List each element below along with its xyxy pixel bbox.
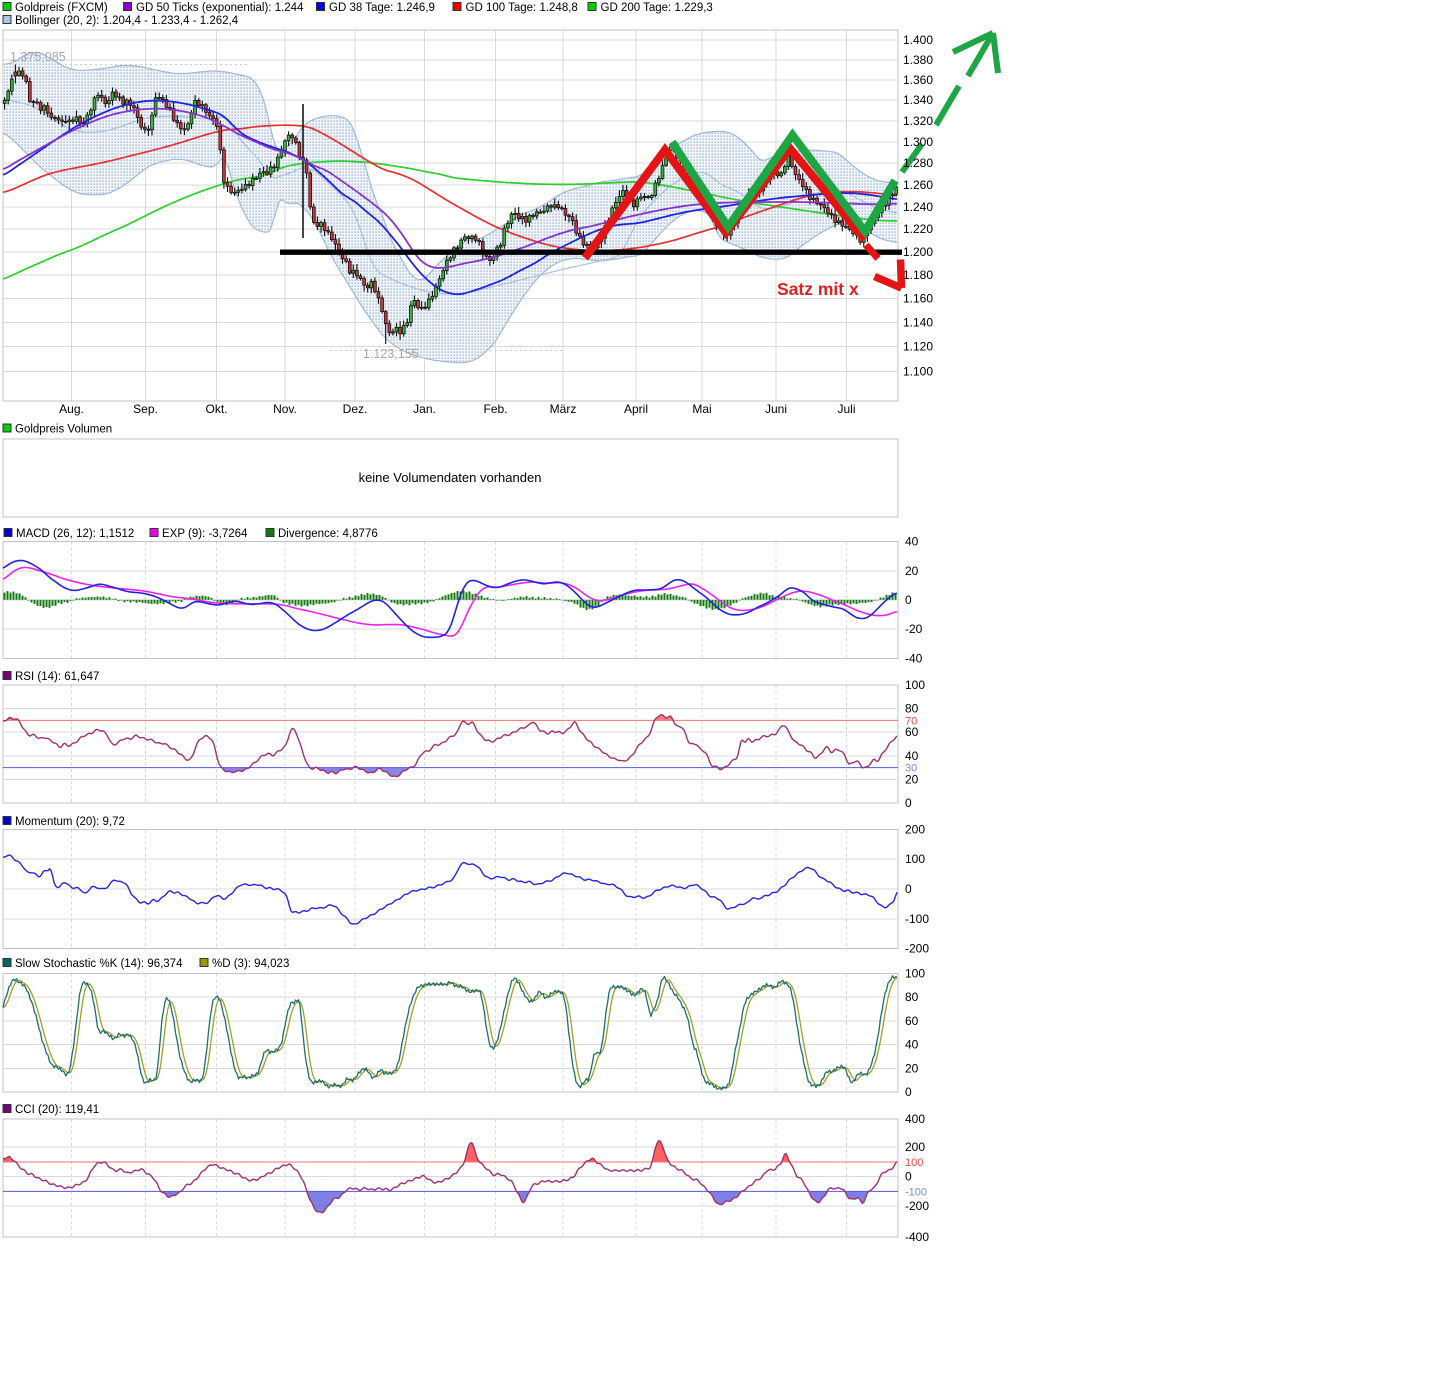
svg-text:Divergence: 4,8776: Divergence: 4,8776 <box>278 528 378 540</box>
svg-text:100: 100 <box>905 966 925 980</box>
svg-text:0: 0 <box>905 796 912 810</box>
svg-text:70: 70 <box>905 715 917 727</box>
svg-text:400: 400 <box>905 1112 925 1126</box>
svg-text:April: April <box>624 402 648 416</box>
svg-text:Bollinger (20, 2): 1.204,4 - 1: Bollinger (20, 2): 1.204,4 - 1.233,4 - 1… <box>15 15 239 27</box>
svg-text:Momentum (20): 9,72: Momentum (20): 9,72 <box>15 816 125 828</box>
svg-text:1.120: 1.120 <box>903 340 933 354</box>
svg-text:%D (3): 94,023: %D (3): 94,023 <box>212 958 289 970</box>
svg-text:1.380: 1.380 <box>903 53 933 67</box>
svg-text:20: 20 <box>905 1061 919 1075</box>
svg-text:1.340: 1.340 <box>903 93 933 107</box>
svg-text:1.100: 1.100 <box>903 365 933 379</box>
svg-text:-200: -200 <box>905 942 929 956</box>
svg-text:Sep.: Sep. <box>133 402 158 416</box>
svg-text:40: 40 <box>905 535 919 549</box>
svg-text:EXP (9): -3,7264: EXP (9): -3,7264 <box>162 528 248 540</box>
svg-text:GD 38 Tage: 1.246,9: GD 38 Tage: 1.246,9 <box>329 2 435 14</box>
svg-text:Juli: Juli <box>837 402 855 416</box>
svg-text:CCI (20): 119,41: CCI (20): 119,41 <box>15 1104 99 1116</box>
svg-text:MACD (26, 12): 1,1512: MACD (26, 12): 1,1512 <box>16 528 134 540</box>
svg-text:1.140: 1.140 <box>903 315 933 329</box>
svg-text:Satz mit x: Satz mit x <box>777 279 859 299</box>
svg-text:GD 100 Tage: 1.248,8: GD 100 Tage: 1.248,8 <box>466 2 578 14</box>
svg-text:-100: -100 <box>905 912 929 926</box>
svg-text:Okt.: Okt. <box>205 402 227 416</box>
svg-text:-20: -20 <box>905 622 923 636</box>
svg-text:200: 200 <box>905 822 925 836</box>
svg-text:20: 20 <box>905 772 919 786</box>
svg-text:-40: -40 <box>905 652 923 666</box>
svg-text:Feb.: Feb. <box>483 402 507 416</box>
svg-text:0: 0 <box>905 882 912 896</box>
svg-text:RSI (14): 61,647: RSI (14): 61,647 <box>15 671 99 683</box>
svg-text:0: 0 <box>905 1085 912 1099</box>
svg-text:1.360: 1.360 <box>903 73 933 87</box>
svg-text:100: 100 <box>905 1157 923 1169</box>
svg-text:1.280: 1.280 <box>903 156 933 170</box>
svg-text:GD 200 Tage: 1.229,3: GD 200 Tage: 1.229,3 <box>601 2 713 14</box>
svg-text:0: 0 <box>905 593 912 607</box>
svg-text:Goldpreis Volumen: Goldpreis Volumen <box>15 424 112 436</box>
svg-text:März: März <box>550 402 577 416</box>
svg-text:1.240: 1.240 <box>903 200 933 214</box>
svg-text:Jan.: Jan. <box>413 402 436 416</box>
svg-text:1.400: 1.400 <box>903 33 933 47</box>
svg-text:40: 40 <box>905 749 919 763</box>
svg-text:keine Volumendaten vorhanden: keine Volumendaten vorhanden <box>359 470 542 485</box>
svg-text:200: 200 <box>905 1140 925 1154</box>
svg-text:100: 100 <box>905 678 925 692</box>
svg-text:40: 40 <box>905 1038 919 1052</box>
svg-text:1.180: 1.180 <box>903 268 933 282</box>
svg-text:Juni: Juni <box>765 402 787 416</box>
svg-text:Slow Stochastic %K (14): 96,37: Slow Stochastic %K (14): 96,374 <box>15 958 183 970</box>
svg-text:60: 60 <box>905 725 919 739</box>
svg-text:80: 80 <box>905 702 919 716</box>
svg-text:100: 100 <box>905 852 925 866</box>
svg-text:Dez.: Dez. <box>343 402 368 416</box>
svg-text:Nov.: Nov. <box>273 402 297 416</box>
svg-text:80: 80 <box>905 990 919 1004</box>
svg-text:1.220: 1.220 <box>903 222 933 236</box>
svg-text:1.300: 1.300 <box>903 135 933 149</box>
svg-text:1.160: 1.160 <box>903 291 933 305</box>
svg-text:1.260: 1.260 <box>903 178 933 192</box>
svg-text:-400: -400 <box>905 1230 929 1244</box>
svg-text:20: 20 <box>905 564 919 578</box>
svg-text:-200: -200 <box>905 1199 929 1213</box>
svg-text:1.200: 1.200 <box>903 245 933 259</box>
svg-text:Goldpreis (FXCM): Goldpreis (FXCM) <box>15 2 108 14</box>
svg-text:30: 30 <box>905 763 917 775</box>
svg-text:1.123,155: 1.123,155 <box>363 347 419 361</box>
svg-text:Mai: Mai <box>692 402 711 416</box>
svg-text:Aug.: Aug. <box>59 402 84 416</box>
svg-text:GD 50 Ticks (exponential): 1.2: GD 50 Ticks (exponential): 1.244 <box>136 2 304 14</box>
svg-text:0: 0 <box>905 1170 912 1184</box>
svg-text:1.320: 1.320 <box>903 114 933 128</box>
svg-text:1.375,085: 1.375,085 <box>10 50 66 64</box>
svg-text:-100: -100 <box>905 1186 927 1198</box>
svg-text:60: 60 <box>905 1014 919 1028</box>
